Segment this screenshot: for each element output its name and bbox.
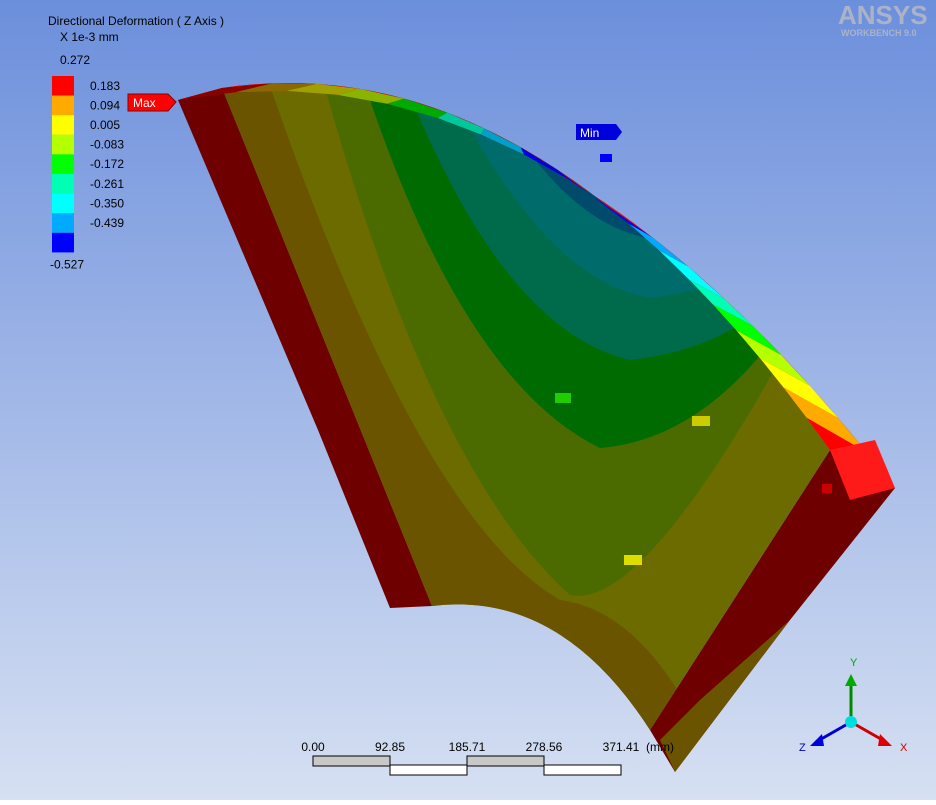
- legend-swatch: [52, 174, 74, 194]
- strip-segment: [759, 358, 839, 419]
- legend-label: -0.527: [50, 257, 84, 271]
- strip-segment: [629, 224, 689, 267]
- scale-unit: (mm): [646, 740, 674, 754]
- probe: [624, 555, 642, 565]
- legend-swatch: [52, 115, 74, 135]
- logo: ANSYS: [838, 0, 928, 30]
- strip-segment: [736, 330, 810, 386]
- side-face: [178, 88, 432, 608]
- legend-label: 0.272: [60, 53, 90, 67]
- strip-segment: [387, 98, 448, 119]
- probe: [822, 484, 832, 493]
- strip-segment: [480, 128, 524, 155]
- scale-label: 0.00: [301, 740, 325, 754]
- scale-segment: [389, 764, 468, 776]
- legend-label: -0.261: [90, 177, 124, 191]
- legend-swatch: [52, 134, 74, 155]
- scale-label: 278.56: [526, 740, 563, 754]
- legend-swatch: [52, 154, 74, 174]
- result-title: Directional Deformation ( Z Axis ): [48, 14, 224, 28]
- strip-segment: [689, 279, 753, 326]
- min-label: Min: [580, 126, 599, 140]
- legend-label: -0.083: [90, 138, 124, 152]
- scale-label: 371.41: [603, 740, 640, 754]
- strip-segment: [659, 250, 725, 299]
- strip-segment: [336, 89, 405, 104]
- legend-swatch: [52, 95, 74, 116]
- scale-segment: [543, 764, 622, 776]
- legend-label: -0.439: [90, 216, 124, 230]
- axis-y: Y: [850, 657, 858, 669]
- logo-version: WORKBENCH 9.0: [841, 28, 917, 38]
- legend-swatch: [52, 232, 74, 253]
- scale-label: 185.71: [449, 740, 486, 754]
- strip-segment: [520, 147, 567, 179]
- legend-label: 0.183: [90, 79, 120, 93]
- strip-segment: [712, 304, 782, 355]
- strip-segment: [235, 83, 317, 93]
- strip-segment: [178, 83, 273, 100]
- legend-label: -0.172: [90, 157, 124, 171]
- legend-swatch: [52, 213, 74, 233]
- result-unit: X 1e-3 mm: [60, 30, 119, 44]
- strip-segment: [783, 387, 867, 453]
- probe: [692, 416, 710, 426]
- legend-swatch: [52, 76, 74, 96]
- right-face-band: [660, 620, 790, 772]
- legend-label: -0.350: [90, 196, 124, 210]
- strip-segment: [286, 83, 361, 95]
- probe: [555, 393, 571, 403]
- triad: Y X Z: [799, 657, 908, 754]
- legend-swatch: [52, 193, 74, 214]
- scale-label: 92.85: [375, 740, 405, 754]
- legend-label: 0.005: [90, 118, 120, 132]
- legend-label: 0.094: [90, 98, 120, 112]
- strip-segment: [437, 112, 485, 135]
- scale-segment: [466, 755, 545, 767]
- max-tag: [127, 93, 177, 112]
- max-label: Max: [133, 96, 156, 110]
- axis-x: X: [900, 742, 908, 754]
- corner-face: [830, 440, 895, 500]
- axis-z: Z: [799, 742, 806, 754]
- scale-bar: 0.00 92.85 185.71 278.56 371.41: [301, 740, 640, 776]
- min-tag: [576, 124, 622, 140]
- scale-segment: [312, 755, 391, 767]
- probe: [600, 154, 612, 162]
